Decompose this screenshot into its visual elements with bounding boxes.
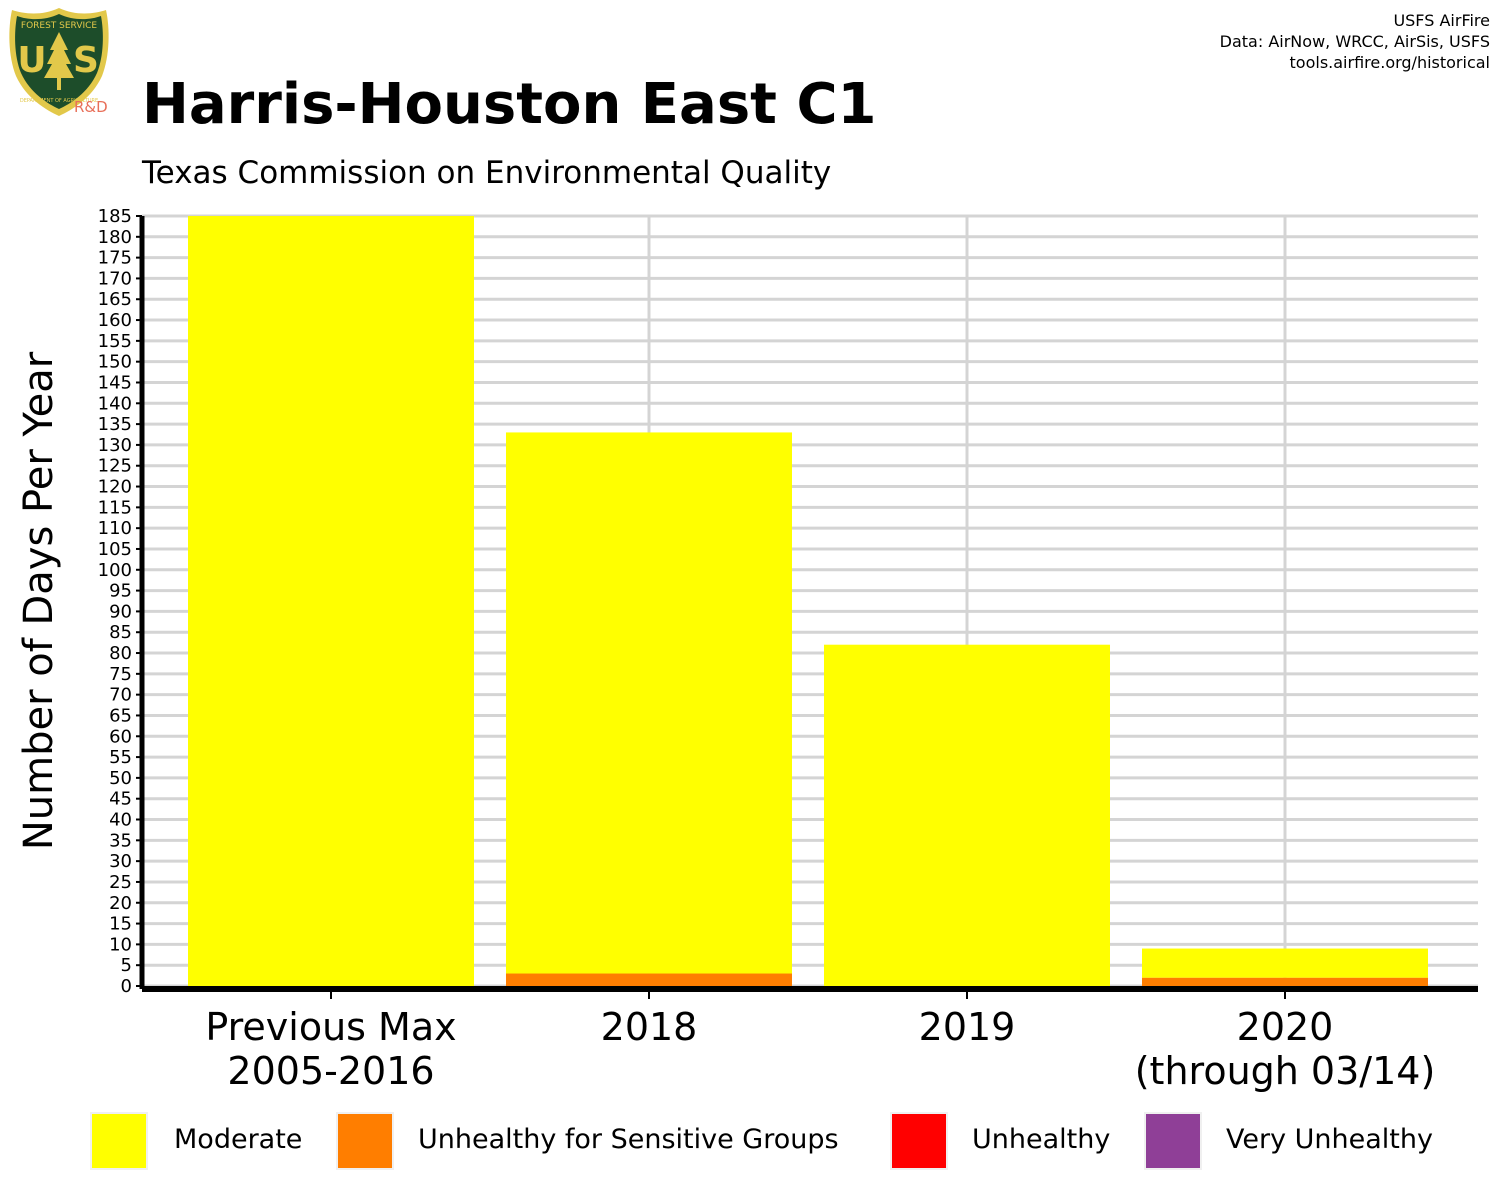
y-tick-label: 20 bbox=[109, 893, 132, 914]
logo-rd-label: R&D bbox=[74, 98, 108, 116]
y-tick-label: 150 bbox=[98, 352, 132, 373]
x-tick-label: 2005-2016 bbox=[227, 1049, 434, 1093]
x-tick-label: (through 03/14) bbox=[1135, 1049, 1436, 1093]
logo-letter-s: S bbox=[73, 40, 99, 81]
y-tick-label: 75 bbox=[109, 664, 132, 685]
y-tick-label: 145 bbox=[98, 372, 132, 393]
legend-label: Very Unhealthy bbox=[1226, 1124, 1433, 1155]
y-tick-label: 110 bbox=[98, 518, 132, 539]
x-tick-label: Previous Max bbox=[205, 1005, 456, 1049]
legend-swatch-usg bbox=[336, 1112, 394, 1170]
usfs-shield-logo: U S FOREST SERVICE DEPARTMENT OF AGRICUL… bbox=[6, 6, 112, 118]
y-tick-label: 65 bbox=[109, 705, 132, 726]
y-tick-label: 105 bbox=[98, 539, 132, 560]
bar-segment bbox=[188, 216, 474, 986]
x-tick-label: 2018 bbox=[601, 1005, 698, 1049]
legend-swatch-very-unhealthy bbox=[1144, 1112, 1202, 1170]
credit-line: USFS AirFire bbox=[1393, 11, 1490, 30]
y-tick-label: 95 bbox=[109, 581, 132, 602]
y-tick-label: 0 bbox=[121, 976, 132, 997]
y-tick-label: 5 bbox=[121, 955, 132, 976]
y-tick-label: 85 bbox=[109, 622, 132, 643]
legend-label: Unhealthy bbox=[972, 1124, 1111, 1155]
chart-title: Harris-Houston East C1 bbox=[142, 72, 877, 137]
y-tick-label: 80 bbox=[109, 643, 132, 664]
credits: USFS AirFire Data: AirNow, WRCC, AirSis,… bbox=[1220, 10, 1490, 73]
y-tick-label: 180 bbox=[98, 227, 132, 248]
bar-segment bbox=[1142, 948, 1428, 978]
y-tick-label: 120 bbox=[98, 477, 132, 498]
legend-swatch-moderate bbox=[90, 1112, 148, 1170]
y-tick-label: 160 bbox=[98, 310, 132, 331]
y-tick-label: 135 bbox=[98, 414, 132, 435]
logo-top-text: FOREST SERVICE bbox=[21, 21, 98, 31]
y-tick-label: 60 bbox=[109, 726, 132, 747]
y-tick-label: 100 bbox=[98, 560, 132, 581]
y-tick-label: 30 bbox=[109, 851, 132, 872]
y-tick-label: 175 bbox=[98, 248, 132, 269]
logo-letter-u: U bbox=[17, 40, 46, 81]
y-tick-label: 170 bbox=[98, 268, 132, 289]
bar-segment bbox=[1142, 977, 1428, 986]
chart-subtitle: Texas Commission on Environmental Qualit… bbox=[142, 155, 832, 191]
y-tick-label: 45 bbox=[109, 789, 132, 810]
legend-swatch-unhealthy bbox=[890, 1112, 948, 1170]
y-tick-label: 55 bbox=[109, 747, 132, 768]
y-tick-label: 70 bbox=[109, 685, 132, 706]
credit-line: tools.airfire.org/historical bbox=[1289, 53, 1490, 72]
x-tick-label: 2019 bbox=[919, 1005, 1016, 1049]
bar-segment bbox=[506, 432, 792, 974]
x-tick-label: 2020 bbox=[1237, 1005, 1334, 1049]
y-tick-label: 15 bbox=[109, 914, 132, 935]
bar-segment bbox=[506, 973, 792, 986]
y-tick-label: 185 bbox=[98, 206, 132, 227]
y-tick-label: 35 bbox=[109, 830, 132, 851]
y-tick-label: 115 bbox=[98, 497, 132, 518]
y-tick-label: 155 bbox=[98, 331, 132, 352]
y-tick-label: 140 bbox=[98, 393, 132, 414]
y-tick-label: 130 bbox=[98, 435, 132, 456]
y-tick-label: 40 bbox=[109, 810, 132, 831]
legend-label: Moderate bbox=[174, 1124, 303, 1155]
bar-segment bbox=[824, 644, 1110, 986]
y-tick-label: 25 bbox=[109, 872, 132, 893]
y-tick-label: 50 bbox=[109, 768, 132, 789]
y-tick-label: 125 bbox=[98, 456, 132, 477]
logo-bottom-text: DEPARTMENT OF AGRICULTURE bbox=[20, 98, 98, 104]
y-tick-label: 10 bbox=[109, 934, 132, 955]
y-axis-title: Number of Days Per Year bbox=[16, 351, 62, 850]
y-tick-label: 90 bbox=[109, 601, 132, 622]
y-tick-label: 165 bbox=[98, 289, 132, 310]
legend-label: Unhealthy for Sensitive Groups bbox=[418, 1124, 839, 1155]
credit-line: Data: AirNow, WRCC, AirSis, USFS bbox=[1219, 32, 1490, 51]
